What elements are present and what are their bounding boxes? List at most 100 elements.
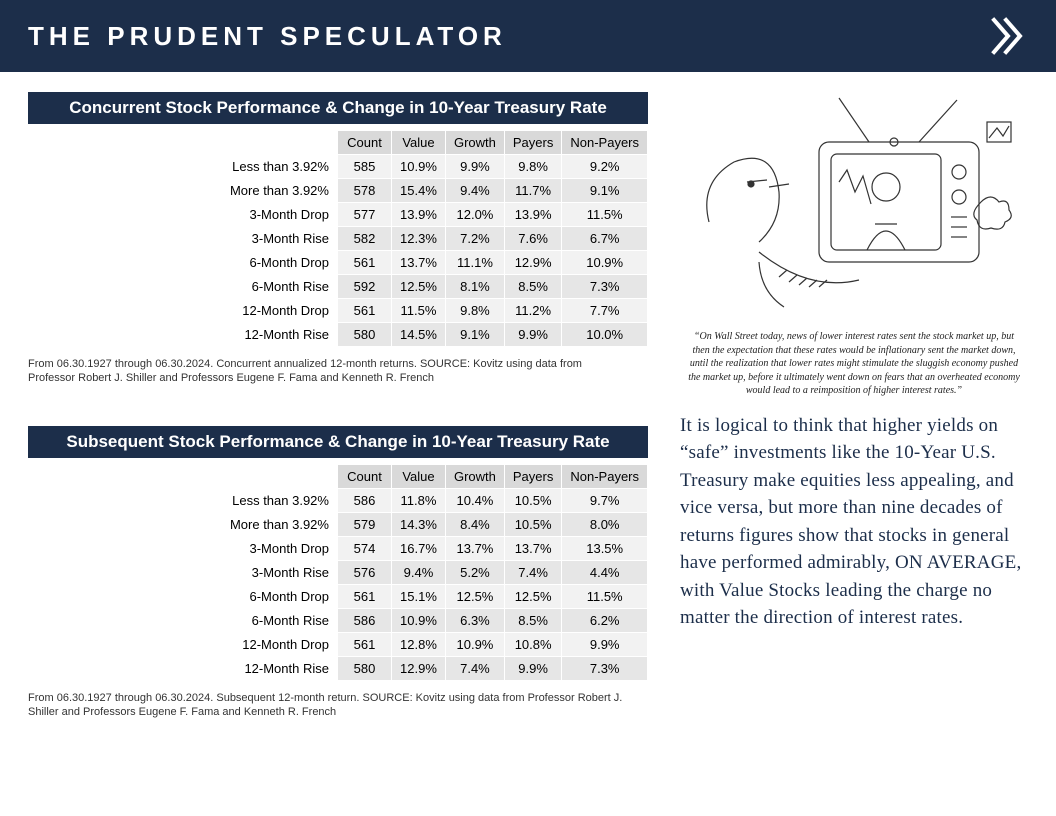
table-cell: 12.5% <box>504 584 561 608</box>
table-row: 12-Month Rise58014.5%9.1%9.9%10.0% <box>230 323 648 347</box>
table-cell: 9.2% <box>562 155 648 179</box>
table-row: 12-Month Drop56111.5%9.8%11.2%7.7% <box>230 299 648 323</box>
table-cell: 15.1% <box>391 584 445 608</box>
table-cell: 10.9% <box>391 155 445 179</box>
table-cell: 8.5% <box>504 608 561 632</box>
row-label: More than 3.92% <box>230 512 338 536</box>
table-cell: 8.0% <box>562 512 648 536</box>
table-cell: 11.8% <box>391 488 445 512</box>
brand-logo-icon <box>988 16 1028 56</box>
cartoon-image <box>689 92 1019 322</box>
table-cell: 13.7% <box>391 251 445 275</box>
column-header: Count <box>337 464 391 488</box>
table-cell: 561 <box>337 251 391 275</box>
cartoon-caption: “On Wall Street today, news of lower int… <box>680 330 1028 412</box>
table-row: Less than 3.92%58510.9%9.9%9.8%9.2% <box>230 155 648 179</box>
table-cell: 580 <box>337 656 391 680</box>
table-cell: 11.5% <box>562 584 648 608</box>
concurrent-footnote: From 06.30.1927 through 06.30.2024. Conc… <box>28 357 628 386</box>
table-cell: 561 <box>337 299 391 323</box>
column-header: Non-Payers <box>562 131 648 155</box>
table-cell: 16.7% <box>391 536 445 560</box>
row-label: 6-Month Drop <box>230 584 338 608</box>
content-area: Concurrent Stock Performance & Change in… <box>0 72 1056 719</box>
table-cell: 13.7% <box>445 536 504 560</box>
table-cell: 585 <box>337 155 391 179</box>
table-cell: 9.1% <box>562 179 648 203</box>
table-cell: 12.3% <box>391 227 445 251</box>
table-row: 6-Month Rise58610.9%6.3%8.5%6.2% <box>230 608 648 632</box>
table-cell: 7.3% <box>562 275 648 299</box>
row-label: Less than 3.92% <box>230 155 338 179</box>
row-label: 12-Month Rise <box>230 656 338 680</box>
table-row: Less than 3.92%58611.8%10.4%10.5%9.7% <box>230 488 648 512</box>
table-row: More than 3.92%57815.4%9.4%11.7%9.1% <box>230 179 648 203</box>
table-cell: 10.5% <box>504 488 561 512</box>
table-row: 12-Month Drop56112.8%10.9%10.8%9.9% <box>230 632 648 656</box>
table-cell: 15.4% <box>391 179 445 203</box>
table-cell: 9.9% <box>562 632 648 656</box>
subsequent-footnote: From 06.30.1927 through 06.30.2024. Subs… <box>28 691 628 720</box>
table-cell: 11.5% <box>391 299 445 323</box>
table-cell: 9.8% <box>445 299 504 323</box>
table-cell: 9.9% <box>504 323 561 347</box>
row-label: 3-Month Drop <box>230 203 338 227</box>
body-paragraph: It is logical to think that higher yield… <box>680 412 1028 632</box>
table-cell: 12.8% <box>391 632 445 656</box>
table-cell: 586 <box>337 488 391 512</box>
row-label: 12-Month Drop <box>230 299 338 323</box>
subsequent-title: Subsequent Stock Performance & Change in… <box>28 426 648 458</box>
row-label: 6-Month Rise <box>230 608 338 632</box>
table-cell: 582 <box>337 227 391 251</box>
table-cell: 12.0% <box>445 203 504 227</box>
table-cell: 12.5% <box>391 275 445 299</box>
column-header: Non-Payers <box>562 464 648 488</box>
table-cell: 9.9% <box>504 656 561 680</box>
table-cell: 7.6% <box>504 227 561 251</box>
table-cell: 14.3% <box>391 512 445 536</box>
table-cell: 13.5% <box>562 536 648 560</box>
table-cell: 5.2% <box>445 560 504 584</box>
table-cell: 11.2% <box>504 299 561 323</box>
row-label: 6-Month Rise <box>230 275 338 299</box>
table-row: 3-Month Drop57416.7%13.7%13.7%13.5% <box>230 536 648 560</box>
column-header: Value <box>391 131 445 155</box>
row-label: 6-Month Drop <box>230 251 338 275</box>
table-cell: 577 <box>337 203 391 227</box>
table-cell: 9.1% <box>445 323 504 347</box>
table-cell: 9.8% <box>504 155 561 179</box>
column-header: Payers <box>504 131 561 155</box>
table-row: 3-Month Rise58212.3%7.2%7.6%6.7% <box>230 227 648 251</box>
table-cell: 10.9% <box>391 608 445 632</box>
table-row: 3-Month Drop57713.9%12.0%13.9%11.5% <box>230 203 648 227</box>
page-title: THE PRUDENT SPECULATOR <box>28 21 507 52</box>
table-cell: 6.3% <box>445 608 504 632</box>
table-cell: 13.9% <box>504 203 561 227</box>
table-cell: 576 <box>337 560 391 584</box>
table-cell: 8.4% <box>445 512 504 536</box>
table-cell: 10.8% <box>504 632 561 656</box>
column-header: Payers <box>504 464 561 488</box>
concurrent-table: CountValueGrowthPayersNon-Payers Less th… <box>230 130 648 347</box>
table-row: 12-Month Rise58012.9%7.4%9.9%7.3% <box>230 656 648 680</box>
table-cell: 11.7% <box>504 179 561 203</box>
table-cell: 580 <box>337 323 391 347</box>
table-cell: 578 <box>337 179 391 203</box>
table-cell: 12.9% <box>504 251 561 275</box>
table-cell: 13.7% <box>504 536 561 560</box>
table-cell: 592 <box>337 275 391 299</box>
table-cell: 6.2% <box>562 608 648 632</box>
table-cell: 11.5% <box>562 203 648 227</box>
row-label: 3-Month Drop <box>230 536 338 560</box>
table-cell: 10.0% <box>562 323 648 347</box>
table-cell: 10.9% <box>445 632 504 656</box>
right-column: “On Wall Street today, news of lower int… <box>680 92 1028 719</box>
table-cell: 7.3% <box>562 656 648 680</box>
table-cell: 11.1% <box>445 251 504 275</box>
page-header: THE PRUDENT SPECULATOR <box>0 0 1056 72</box>
left-column: Concurrent Stock Performance & Change in… <box>28 92 648 719</box>
table-cell: 4.4% <box>562 560 648 584</box>
table-cell: 7.2% <box>445 227 504 251</box>
table-row: 3-Month Rise5769.4%5.2%7.4%4.4% <box>230 560 648 584</box>
table-cell: 561 <box>337 632 391 656</box>
